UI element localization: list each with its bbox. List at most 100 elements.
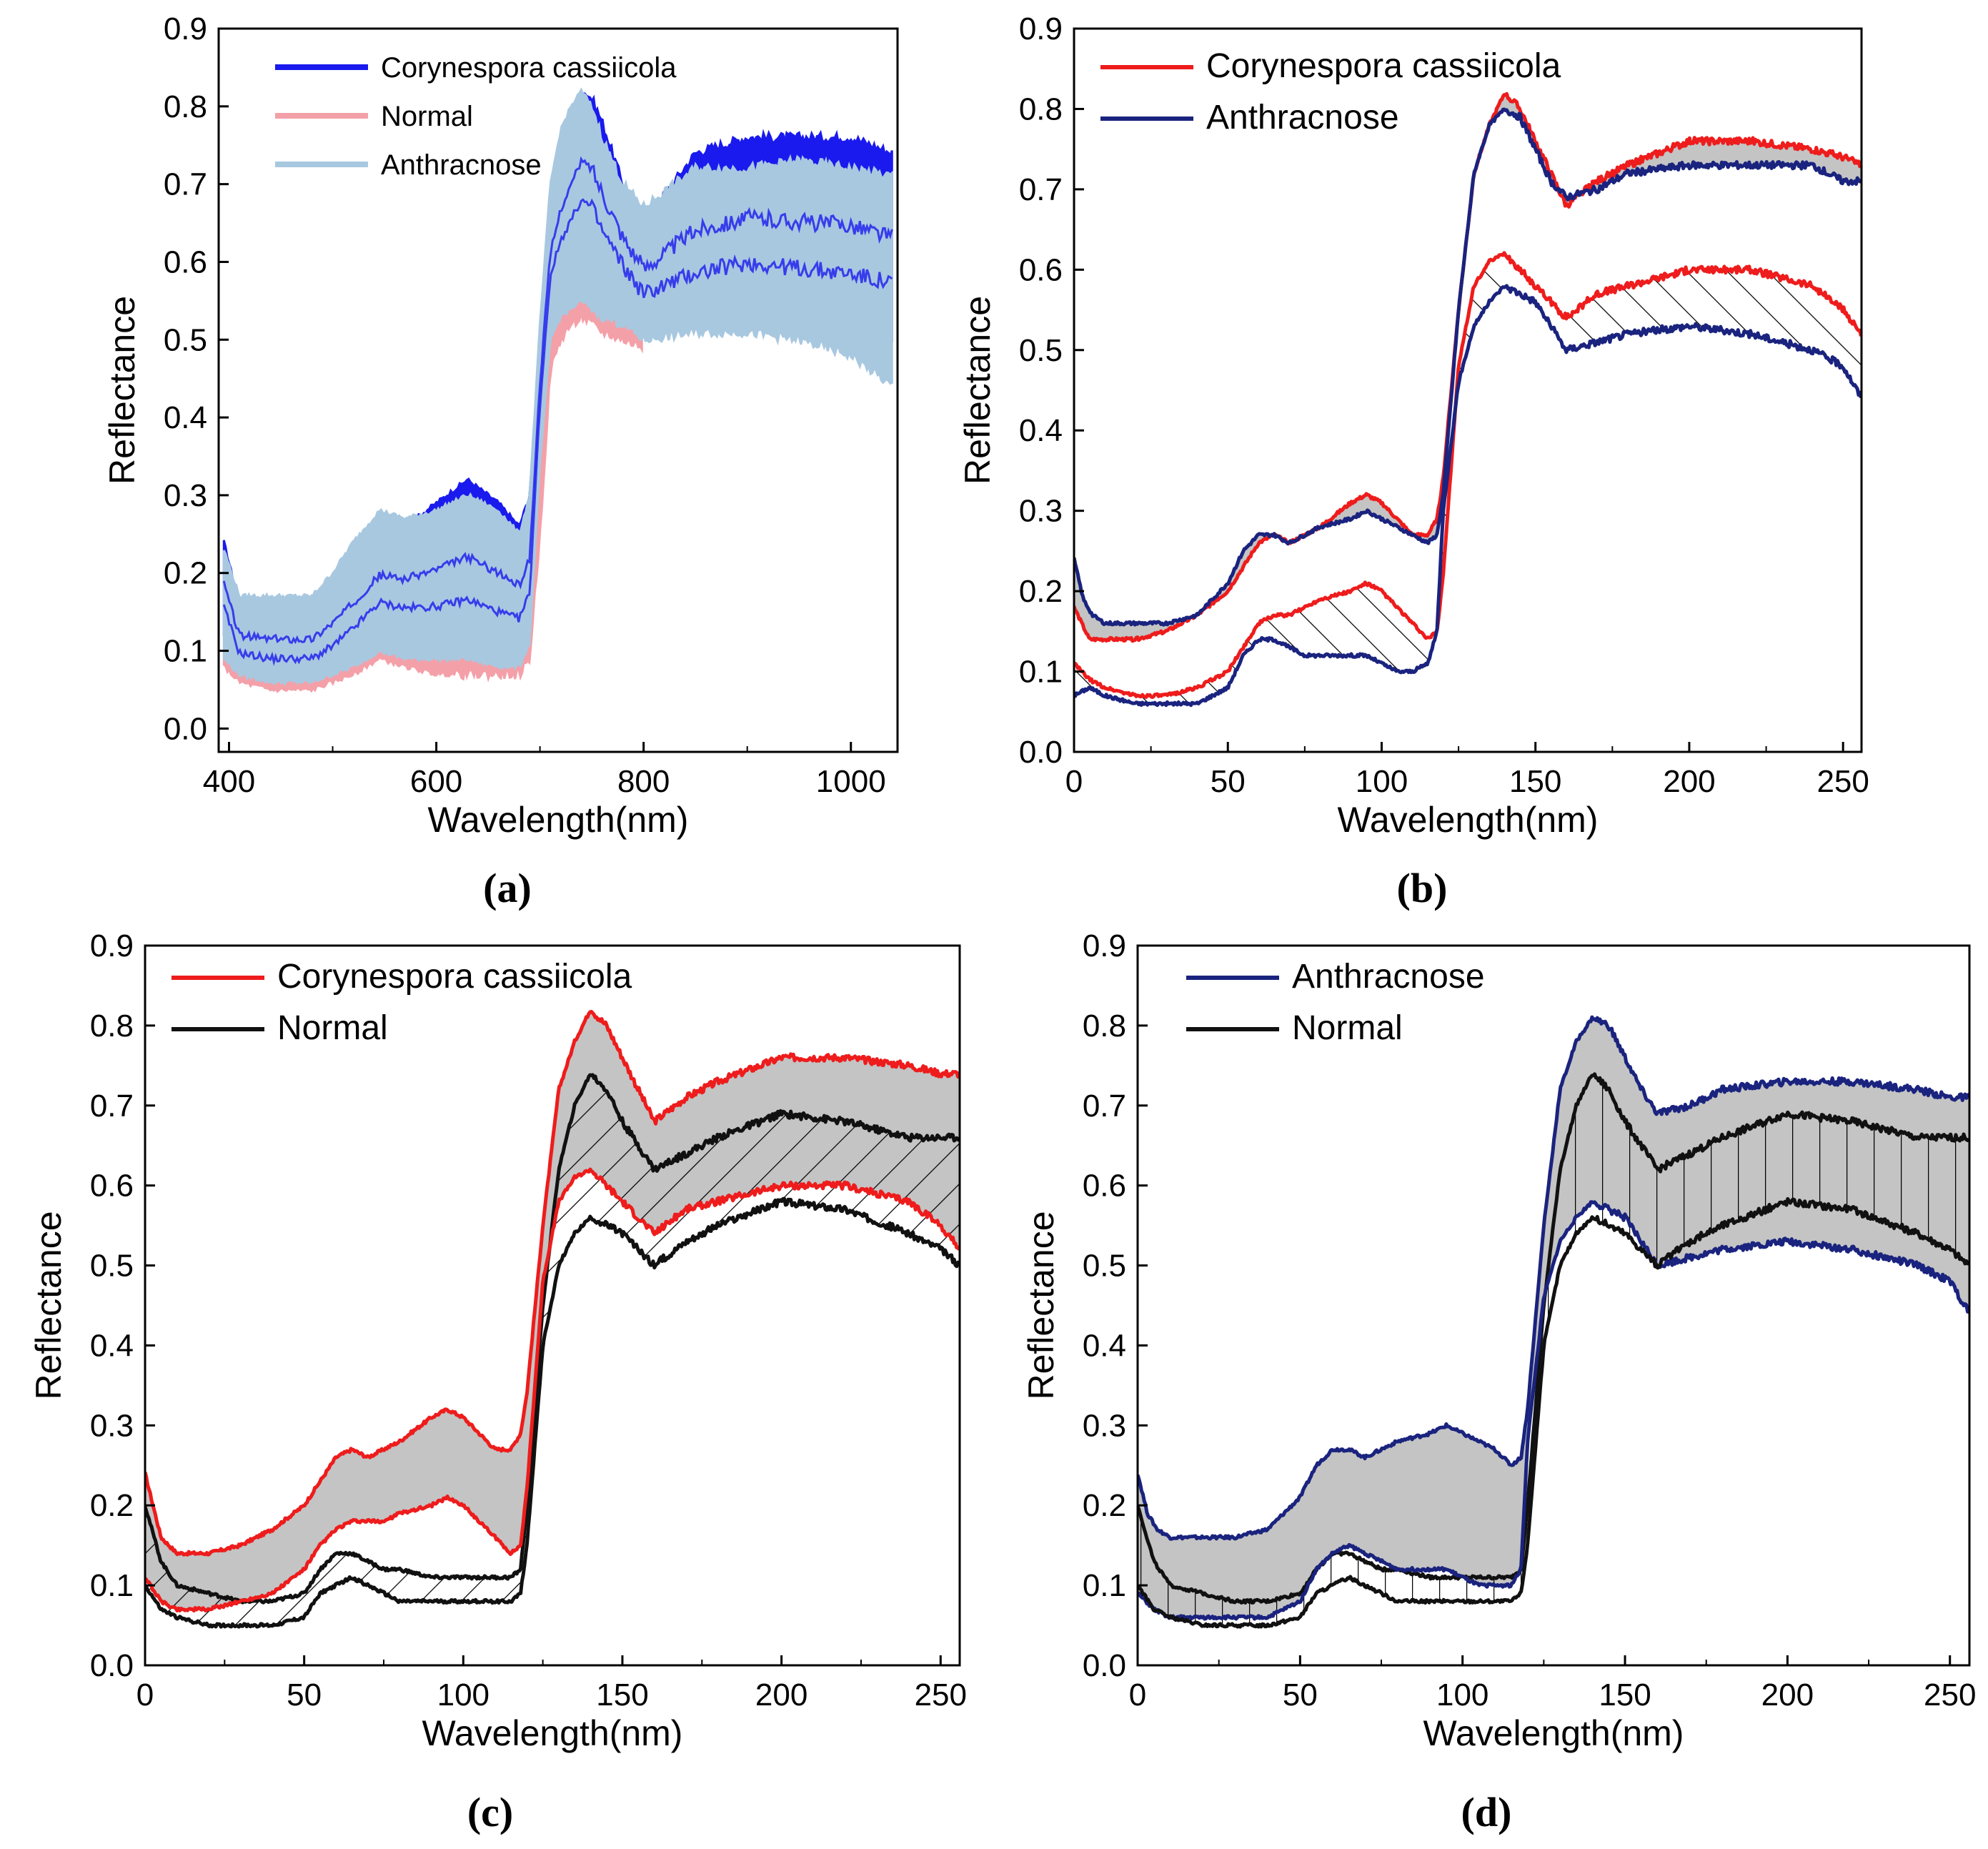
y-tick-label: 0.4 [1083,1328,1126,1363]
series-line-corynespora-cassiicola [145,1010,960,1557]
legend-label: Anthracnose [381,149,542,181]
series-line-anthracnose-lower [1138,1200,1969,1621]
series-line-corynespora-cassiicola-lower [1074,251,1862,699]
x-tick-label: 100 [1436,1677,1488,1712]
y-tick-label: 0.8 [1019,91,1063,127]
legend-label: Normal [277,1009,388,1047]
axes-frame [217,27,899,753]
legend-label: Corynespora cassiicola [381,52,677,84]
x-tick-label: 250 [915,1677,967,1712]
panel-c: 0.0 0.1 0.2 0.3 0.4 0.5 0.6 0.7 0.8 0.9 0 50 100 150 2… [29,928,967,1753]
y-tick-label: 0.9 [1083,928,1126,963]
plot-area-c [145,1010,960,1629]
axes-frame [1136,944,1971,1667]
axes-frame [1073,27,1863,753]
y-tick-label: 0.7 [164,167,207,202]
y-tick-label: 0.2 [1083,1488,1126,1523]
x-tick-label: 0 [1129,1677,1146,1712]
x-tick-label: 50 [1283,1677,1318,1712]
y-tick-label: 0.5 [90,1249,134,1284]
x-tick-label: 100 [437,1677,489,1712]
y-tick-label: 0.1 [1019,655,1063,690]
y-tick-label: 0.8 [164,89,207,124]
series-line-normal-lower [145,1196,960,1629]
y-tick-label: 0.9 [90,928,134,963]
y-tick-label: 0.0 [90,1648,134,1683]
y-tick-label: 0.5 [1019,333,1063,368]
y-tick-label: 0.1 [164,634,207,669]
x-tick-label: 800 [617,764,670,799]
x-tick-label: 150 [1599,1677,1651,1712]
y-tick-label: 0.8 [90,1008,134,1044]
y-tick-label: 0.3 [1019,494,1063,529]
series-line-normal-lower [1138,1196,1969,1629]
series-line-normal [1138,1072,1969,1605]
axes-frame [144,944,961,1667]
x-tick-label: 600 [410,764,462,799]
x-tick-label: 250 [1924,1677,1976,1712]
x-tick-label: 0 [1065,764,1083,799]
plot-area-a [222,87,893,693]
series-line-anthracnose [1074,107,1862,627]
series-line-anthracnose [1138,1015,1969,1541]
legend-label: Anthracnose [1292,958,1485,996]
series-line-normal [145,1073,960,1605]
y-tick-label: 0.3 [1083,1408,1126,1443]
y-tick-label: 0.2 [164,556,207,591]
y-tick-label: 0.7 [90,1089,134,1124]
y-tick-label: 0.9 [164,11,207,46]
x-tick-label: 150 [596,1677,648,1712]
streak-line [222,156,893,645]
y-tick-label: 0.1 [90,1568,134,1603]
y-tick-label: 0.2 [90,1488,134,1523]
streak-line [222,198,893,666]
legend-label: Normal [1292,1009,1403,1047]
panel-label-a: (a) [483,865,532,911]
legend-label: Corynespora cassiicola [277,958,632,996]
series-line-corynespora-cassiicola-lower [145,1167,960,1613]
series-line-corynespora-cassiicola [1074,91,1862,643]
x-axis-label: Wavelength(nm) [422,1713,683,1753]
x-tick-label: 250 [1816,764,1869,799]
plot-area-d [1138,1015,1969,1629]
x-tick-label: 200 [755,1677,807,1712]
y-tick-label: 0.3 [164,478,207,513]
panel-label-d: (d) [1461,1789,1512,1835]
x-tick-label: 0 [136,1677,154,1712]
x-axis-label: Wavelength(nm) [1423,1713,1684,1753]
y-tick-label: 0.3 [90,1408,134,1443]
x-tick-label: 50 [1211,764,1246,799]
y-tick-label: 0.6 [90,1169,134,1204]
x-tick-label: 400 [203,764,255,799]
panel-a: 0.0 0.1 0.2 0.3 0.4 0.5 0.6 0.7 0.8 0.9 400 600 800 1… [102,11,899,840]
panel-label-b: (b) [1397,865,1448,911]
x-tick-label: 1000 [816,764,886,799]
x-tick-label: 200 [1761,1677,1814,1712]
y-tick-label: 0.7 [1019,172,1063,207]
x-tick-label: 100 [1356,764,1408,799]
y-axis-label: Reflectance [102,296,142,485]
gray-fill-region [1074,94,1862,641]
y-axis-label: Reflectance [29,1211,69,1399]
y-tick-label: 0.4 [90,1328,134,1363]
plot-area-b [1074,91,1862,708]
panel-label-c: (c) [467,1789,513,1835]
x-axis-label: Wavelength(nm) [428,800,689,840]
y-tick-label: 0.6 [1019,252,1063,287]
y-tick-label: 0.7 [1083,1089,1126,1124]
x-tick-label: 200 [1663,764,1715,799]
band-anthracnose [222,87,893,686]
y-tick-label: 0.0 [1019,735,1063,770]
y-tick-label: 0.0 [1083,1648,1126,1683]
legend-label: Corynespora cassiicola [1206,47,1561,85]
y-axis-label: Reflectance [1021,1211,1061,1399]
legend-label: Anthracnose [1206,99,1399,137]
gray-fill-region [145,1011,960,1611]
panel-d: 0.0 0.1 0.2 0.3 0.4 0.5 0.6 0.7 0.8 0.9 0 50 100 150 2… [1021,928,1976,1753]
y-tick-label: 0.5 [1083,1249,1126,1284]
y-tick-label: 0.6 [164,244,207,279]
x-tick-label: 50 [287,1677,322,1712]
x-tick-label: 150 [1509,764,1561,799]
y-tick-label: 0.9 [1019,11,1063,46]
